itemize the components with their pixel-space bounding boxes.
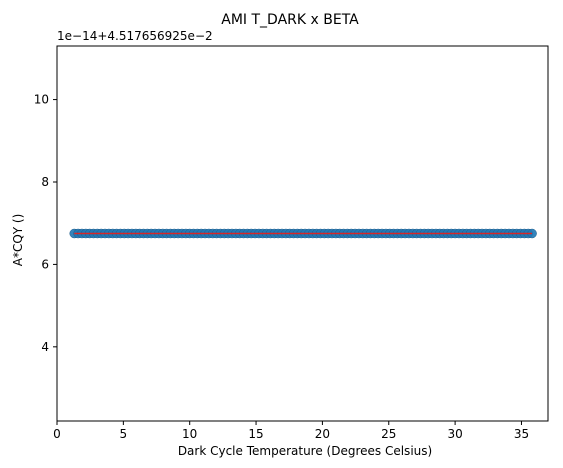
x-tick-label: 25 [381, 427, 396, 441]
x-tick-label: 30 [447, 427, 462, 441]
x-tick-label: 0 [53, 427, 61, 441]
y-tick-label: 8 [41, 175, 49, 189]
y-axis-offset-label: 1e−14+4.517656925e−2 [57, 29, 213, 43]
y-tick-label: 4 [41, 340, 49, 354]
x-tick-label: 35 [514, 427, 529, 441]
y-axis-label: A*CQY () [11, 214, 25, 267]
x-tick-label: 10 [182, 427, 197, 441]
chart-title: AMI T_DARK x BETA [221, 12, 359, 28]
y-tick-label: 6 [41, 257, 49, 271]
x-tick-label: 15 [248, 427, 263, 441]
y-tick-label: 10 [34, 93, 49, 107]
x-axis-label: Dark Cycle Temperature (Degrees Celsius) [178, 444, 432, 458]
y-axis-ticks: 4 6 8 10 [34, 93, 57, 354]
x-tick-label: 5 [120, 427, 128, 441]
plot-frame [56, 45, 549, 422]
x-tick-label: 20 [315, 427, 330, 441]
x-axis-ticks: 0 5 10 15 20 25 30 35 [53, 421, 529, 441]
